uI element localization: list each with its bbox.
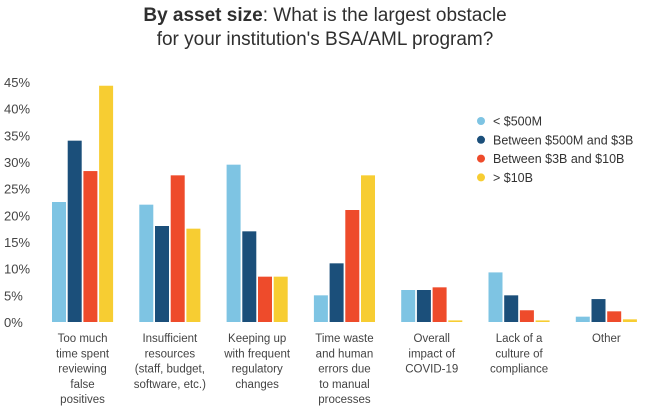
bar <box>170 175 185 322</box>
y-tick-label: 25% <box>4 182 30 197</box>
y-tick-label: 0% <box>4 315 23 330</box>
legend-label: Between $500M and $3B <box>493 133 633 147</box>
x-category-label: Lack of a <box>496 333 543 345</box>
bar <box>504 295 519 322</box>
legend-marker <box>477 135 485 144</box>
bar <box>575 316 590 322</box>
x-category-label: processes <box>318 394 371 406</box>
x-category-label: time spent <box>56 348 110 360</box>
bar <box>535 320 550 322</box>
bar <box>313 295 328 322</box>
x-category-label: software, etc.) <box>134 379 206 391</box>
y-tick-label: 5% <box>4 288 23 303</box>
bar <box>52 202 66 322</box>
title-rest: : What is the largest obstacle <box>262 5 507 26</box>
bar <box>139 204 154 322</box>
title-line2: for your institution's BSA/AML program? <box>156 29 494 50</box>
y-tick-label: 40% <box>4 102 30 117</box>
x-category-label: false <box>70 379 94 391</box>
x-category-label: and human <box>316 348 374 360</box>
x-axis-categories: Too much time spent reviewing false positive… <box>56 333 621 406</box>
x-category-label: Overall <box>414 333 450 345</box>
bar <box>155 226 169 322</box>
bar <box>242 231 257 322</box>
legend-marker <box>477 117 485 125</box>
x-category-label: changes <box>235 379 279 391</box>
bar <box>186 228 201 322</box>
y-axis: 0% 5% 10% 15% 20% 25% 30% 35% 40% 45% <box>4 75 30 330</box>
y-tick-label: 15% <box>4 235 30 250</box>
x-category-label: Time waste <box>315 333 373 345</box>
x-category-label: COVID-19 <box>405 364 458 376</box>
bar <box>345 210 360 322</box>
legend-label: > $10B <box>493 171 533 185</box>
bar <box>519 310 534 322</box>
bar <box>488 272 503 322</box>
bar <box>607 311 622 322</box>
y-tick-label: 35% <box>4 128 30 143</box>
bar <box>67 140 82 322</box>
title-bold: By asset size <box>143 5 263 26</box>
chart-title: By asset size: What is the largest obsta… <box>0 4 650 52</box>
x-category-label: impact of <box>408 348 455 360</box>
x-category-label: Too much <box>58 333 108 345</box>
bar <box>416 290 431 322</box>
y-tick-label: 10% <box>4 262 30 277</box>
x-category-label: reviewing <box>58 364 107 376</box>
x-category-label: Insufficient <box>142 333 198 345</box>
bar <box>361 175 375 322</box>
bar <box>329 263 344 322</box>
bar <box>432 287 447 322</box>
legend-marker <box>477 173 485 182</box>
x-category-label: to manual <box>319 379 370 391</box>
x-category-label: compliance <box>490 364 548 376</box>
bar <box>226 164 241 322</box>
legend-marker <box>477 154 485 163</box>
legend: < $500M Between $500M and $3B Between $3B … <box>477 115 633 185</box>
legend-label: Between $3B and $10B <box>493 152 624 166</box>
bars <box>52 85 637 322</box>
x-category-label: errors due <box>318 364 370 376</box>
bar <box>273 276 288 322</box>
y-tick-label: 45% <box>4 75 30 90</box>
y-tick-label: 20% <box>4 208 30 223</box>
x-category-label: Keeping up <box>228 333 286 345</box>
bar <box>83 171 98 322</box>
legend-label: < $500M <box>493 115 542 129</box>
x-category-label: with frequent <box>223 348 291 360</box>
bar <box>448 320 463 322</box>
bar <box>258 276 272 322</box>
bar <box>591 299 606 322</box>
x-category-label: regulatory <box>232 364 283 376</box>
bar <box>99 85 114 322</box>
x-category-label: culture of <box>495 348 543 360</box>
x-category-label: (staff, budget, <box>135 364 205 376</box>
x-category-label: resources <box>145 348 196 360</box>
x-category-label: positives <box>60 394 105 406</box>
bar <box>622 319 637 322</box>
y-tick-label: 30% <box>4 155 30 170</box>
x-category-label: Other <box>592 333 621 345</box>
bar <box>401 290 416 322</box>
